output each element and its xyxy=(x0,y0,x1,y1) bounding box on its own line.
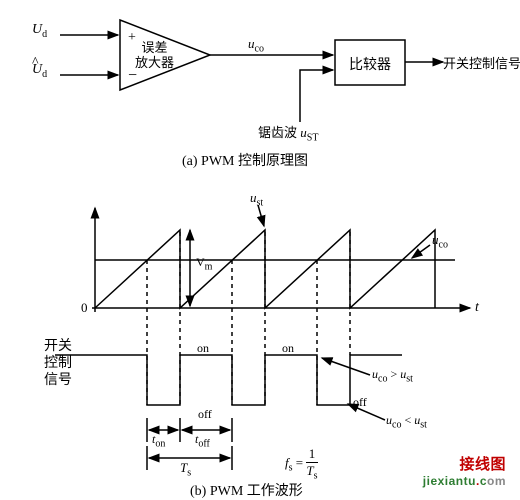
origin-zero: 0 xyxy=(81,300,88,316)
off-label-2: off xyxy=(198,407,212,422)
toff-label: toff xyxy=(195,432,210,449)
comparator-label: 比较器 xyxy=(349,54,391,74)
vm-label: Vm xyxy=(196,255,212,272)
ud-minus-label: ^Ud xyxy=(32,62,47,80)
cond-on-label: uco > ust xyxy=(372,367,413,384)
on-label-1: on xyxy=(197,341,209,356)
uco-pointer xyxy=(412,245,430,258)
cond-on-arrow xyxy=(322,358,370,375)
watermark-line1: 接线图 xyxy=(459,453,506,474)
switch-signal-label: 开关控制信号 xyxy=(44,338,72,389)
output-label: 开关控制信号 xyxy=(443,53,520,72)
t-axis-label: t xyxy=(475,300,479,316)
watermark-line2: jiexiantu.com xyxy=(423,474,506,488)
panel-a-caption: (a) PWM 控制原理图 xyxy=(182,150,308,170)
ud-plus-label: Ud xyxy=(32,22,47,40)
fs-label: fs = 1Ts xyxy=(285,446,318,482)
uco-label-a: uco xyxy=(248,36,264,55)
off-label-1: off xyxy=(353,395,367,410)
on-label-2: on xyxy=(282,341,294,356)
ton-label: ton xyxy=(152,432,165,449)
error-amp-label: 误差放大器 xyxy=(135,40,174,70)
sawtooth-label: 锯齿波 uST xyxy=(258,122,318,144)
ts-label: Ts xyxy=(180,460,191,479)
cond-off-label: uco < ust xyxy=(386,413,427,430)
pwm-pulse-wave xyxy=(55,355,402,405)
uco-label-b: uco xyxy=(432,232,448,251)
sawtooth-input-line xyxy=(300,70,333,122)
panel-b-caption: (b) PWM 工作波形 xyxy=(190,480,303,500)
ust-label: ust xyxy=(250,190,263,209)
